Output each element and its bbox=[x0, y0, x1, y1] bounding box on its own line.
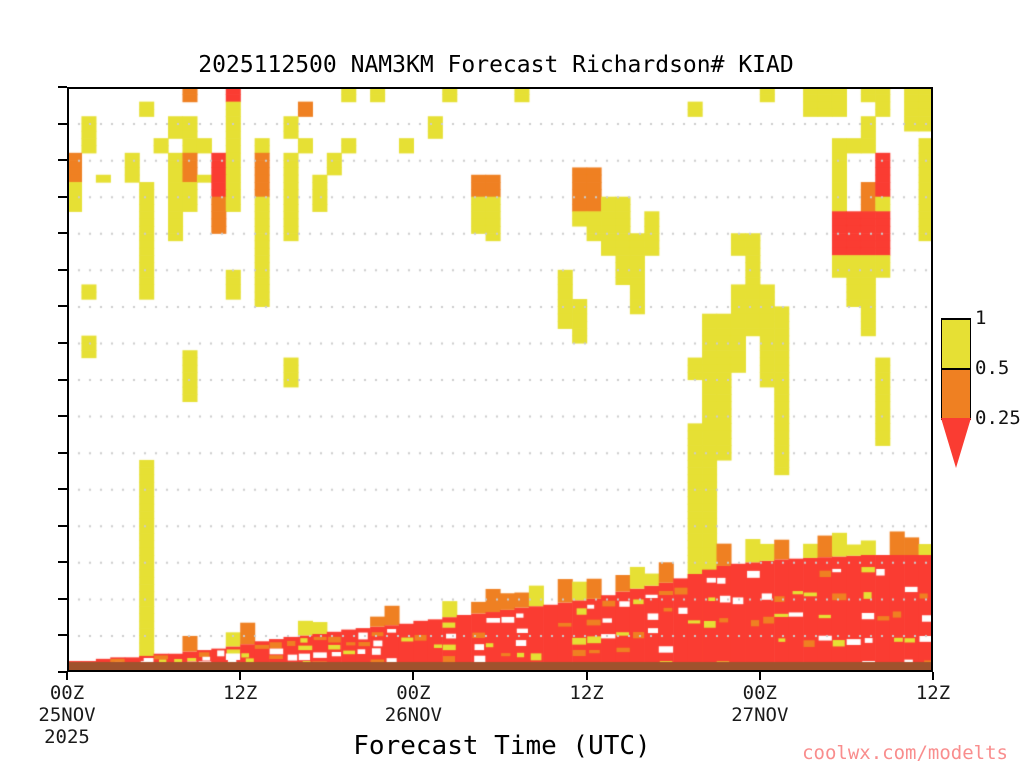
x-axis-tick-mark bbox=[66, 672, 68, 680]
watermark: coolwx.com/modelts bbox=[802, 742, 1008, 764]
x-axis-tick-line: 12Z bbox=[916, 682, 950, 704]
colorbar-tick-label: 0.25 bbox=[975, 407, 1021, 429]
colorbar-arrow-up bbox=[941, 288, 971, 318]
colorbar-segment-0.25-0.5 bbox=[941, 368, 971, 418]
x-axis-tick-mark bbox=[759, 672, 761, 680]
x-axis-tick-mark bbox=[932, 672, 934, 680]
chart-title: 2025112500 NAM3KM Forecast Richardson# K… bbox=[0, 52, 1024, 78]
colorbar-divider bbox=[941, 318, 971, 320]
y-axis-tick-mark bbox=[58, 123, 67, 125]
x-axis-tick-mark bbox=[412, 672, 414, 680]
x-axis-label-text: Forecast Time (UTC) bbox=[353, 731, 650, 761]
y-axis-tick-mark bbox=[58, 488, 67, 490]
y-axis-tick-mark bbox=[58, 305, 67, 307]
y-axis-tick-mark bbox=[58, 159, 67, 161]
colorbar-tick-label: 1 bbox=[975, 307, 986, 329]
x-axis-tick-mark bbox=[586, 672, 588, 680]
chart-root: 2025112500 NAM3KM Forecast Richardson# K… bbox=[0, 0, 1024, 768]
x-axis-tick-mark bbox=[239, 672, 241, 680]
y-axis-tick-mark bbox=[58, 269, 67, 271]
richardson-number-colorbar: 10.50.25 bbox=[941, 288, 971, 468]
x-axis-tick-line: 12Z bbox=[569, 682, 603, 704]
y-axis-tick-mark bbox=[58, 525, 67, 527]
x-axis-tick-line: 12Z bbox=[223, 682, 257, 704]
colorbar-arrow-down bbox=[941, 418, 971, 468]
colorbar-tick-label: 0.5 bbox=[975, 357, 1009, 379]
x-axis-tick-line: 00Z bbox=[50, 682, 84, 704]
y-axis-tick-mark bbox=[58, 598, 67, 600]
y-axis-tick-mark bbox=[58, 86, 67, 88]
y-axis-tick-mark bbox=[58, 342, 67, 344]
x-axis-tick-line: 25NOV bbox=[0, 704, 137, 726]
x-axis-tick-line: 00Z bbox=[743, 682, 777, 704]
x-axis-tick-label: 12Z bbox=[517, 682, 657, 704]
y-axis-tick-mark bbox=[58, 452, 67, 454]
plot-area bbox=[67, 87, 933, 672]
colorbar-divider bbox=[941, 368, 971, 370]
y-axis-tick-mark bbox=[58, 634, 67, 636]
y-axis-tick-mark bbox=[58, 232, 67, 234]
x-axis-tick-label: 00Z27NOV bbox=[690, 682, 830, 726]
richardson-heatmap-canvas bbox=[67, 87, 933, 672]
y-axis-tick-mark bbox=[58, 415, 67, 417]
x-axis-tick-line: 00Z bbox=[396, 682, 430, 704]
chart-title-text: 2025112500 NAM3KM Forecast Richardson# K… bbox=[198, 52, 793, 78]
x-axis-tick-label: 12Z bbox=[170, 682, 310, 704]
x-axis-tick-line: 26NOV bbox=[343, 704, 483, 726]
colorbar-segment-0.5-1 bbox=[941, 318, 971, 368]
x-axis-tick-label: 00Z26NOV bbox=[343, 682, 483, 726]
y-axis-tick-mark bbox=[58, 196, 67, 198]
x-axis-tick-line: 27NOV bbox=[690, 704, 830, 726]
y-axis-tick-mark bbox=[58, 379, 67, 381]
x-axis-tick-label: 12Z bbox=[863, 682, 1003, 704]
y-axis-tick-mark bbox=[58, 561, 67, 563]
